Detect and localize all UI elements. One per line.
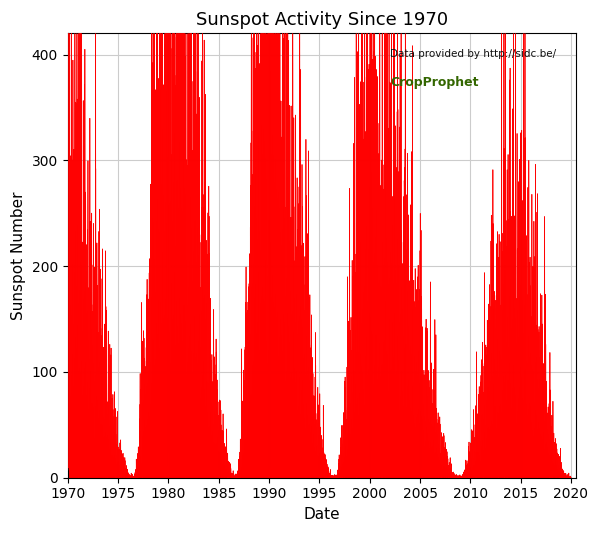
- Title: Sunspot Activity Since 1970: Sunspot Activity Since 1970: [196, 11, 448, 29]
- X-axis label: Date: Date: [304, 507, 340, 522]
- Y-axis label: Sunspot Number: Sunspot Number: [11, 191, 26, 320]
- Text: CropProphet: CropProphet: [391, 76, 479, 88]
- Text: Data provided by http://sidc.be/: Data provided by http://sidc.be/: [391, 49, 557, 59]
